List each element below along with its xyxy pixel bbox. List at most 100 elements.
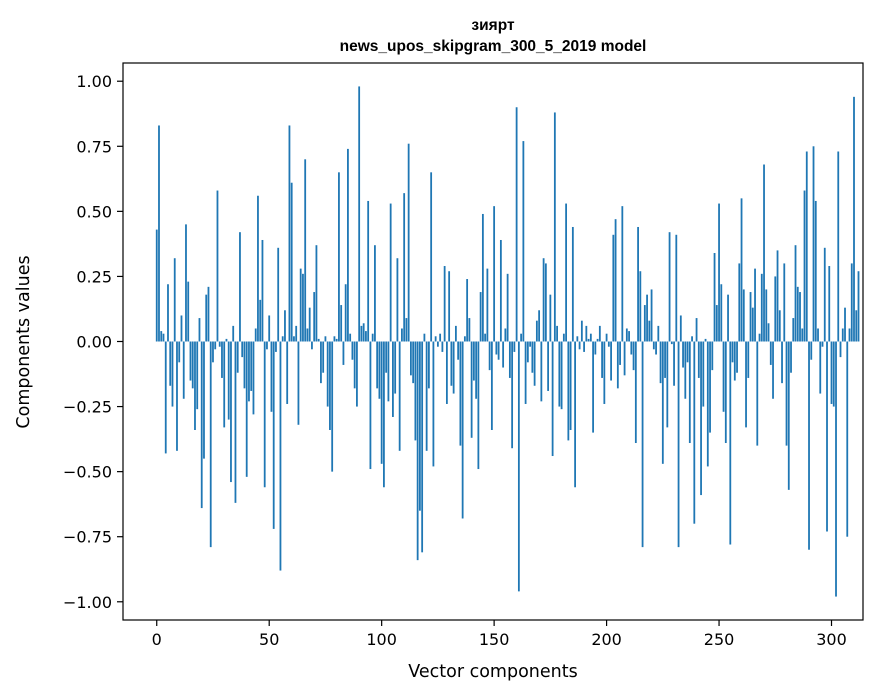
bar-component-75 bbox=[324, 336, 327, 342]
bar-component-301 bbox=[832, 341, 835, 407]
bar-component-310 bbox=[853, 96, 855, 342]
bar-component-266 bbox=[754, 268, 756, 342]
bar-component-287 bbox=[801, 328, 804, 342]
bar-component-277 bbox=[778, 310, 781, 342]
bar-component-247 bbox=[711, 341, 714, 371]
bar-component-214 bbox=[637, 226, 639, 342]
bar-component-41 bbox=[248, 341, 250, 402]
bar-component-279 bbox=[783, 263, 786, 342]
bar-component-93 bbox=[365, 331, 367, 342]
bar-component-222 bbox=[655, 341, 657, 355]
bar-component-275 bbox=[774, 276, 777, 342]
bar-component-234 bbox=[682, 341, 684, 368]
bar-component-289 bbox=[805, 151, 808, 342]
bar-component-72 bbox=[317, 338, 320, 342]
bar-component-97 bbox=[374, 245, 376, 342]
bar-component-181 bbox=[562, 333, 565, 342]
bar-component-263 bbox=[747, 341, 750, 378]
bar-component-70 bbox=[313, 292, 316, 342]
bar-component-303 bbox=[837, 151, 840, 342]
bar-component-236 bbox=[686, 341, 689, 363]
bar-component-98 bbox=[376, 341, 379, 389]
bar-component-198 bbox=[601, 341, 603, 378]
bar-component-170 bbox=[538, 310, 541, 342]
bar-component-140 bbox=[470, 341, 473, 438]
bar-component-0 bbox=[155, 229, 158, 342]
bar-component-167 bbox=[531, 341, 534, 373]
y-tick-label: −0.25 bbox=[63, 398, 112, 417]
bar-component-175 bbox=[549, 294, 552, 342]
bar-component-112 bbox=[407, 143, 410, 342]
bar-component-121 bbox=[428, 341, 430, 389]
bar-component-123 bbox=[432, 341, 435, 467]
bar-component-288 bbox=[803, 190, 806, 342]
bar-component-68 bbox=[308, 307, 311, 342]
bar-component-142 bbox=[475, 341, 478, 399]
bar-component-29 bbox=[221, 341, 223, 378]
bar-component-150 bbox=[493, 206, 496, 342]
bar-component-157 bbox=[508, 341, 511, 378]
bar-component-109 bbox=[401, 328, 403, 342]
bar-component-190 bbox=[583, 341, 585, 352]
bar-component-229 bbox=[670, 341, 673, 345]
bar-component-203 bbox=[612, 234, 615, 342]
bar-component-254 bbox=[727, 294, 729, 342]
bar-component-1 bbox=[158, 125, 160, 342]
bar-component-246 bbox=[709, 341, 711, 433]
bar-component-104 bbox=[389, 203, 392, 342]
bar-component-30 bbox=[223, 341, 226, 428]
bar-component-15 bbox=[189, 341, 192, 381]
bar-component-105 bbox=[392, 341, 394, 417]
bar-component-282 bbox=[790, 341, 792, 373]
bar-component-264 bbox=[749, 292, 752, 342]
bar-component-224 bbox=[659, 341, 662, 384]
bar-component-17 bbox=[194, 341, 196, 430]
bar-component-284 bbox=[794, 245, 797, 342]
bar-component-176 bbox=[551, 341, 554, 457]
bar-component-169 bbox=[535, 320, 538, 342]
bar-component-130 bbox=[448, 271, 451, 342]
bar-component-216 bbox=[641, 341, 644, 548]
bar-component-126 bbox=[439, 333, 442, 342]
plot-frame bbox=[122, 62, 864, 621]
bar-component-226 bbox=[664, 341, 666, 378]
bar-component-26 bbox=[214, 341, 217, 350]
bar-component-199 bbox=[603, 341, 606, 404]
bar-component-194 bbox=[592, 341, 594, 433]
bar-component-192 bbox=[587, 338, 590, 342]
bar-component-274 bbox=[772, 341, 774, 399]
bar-component-179 bbox=[558, 341, 561, 407]
bar-component-207 bbox=[621, 206, 624, 342]
bar-component-232 bbox=[677, 341, 680, 548]
y-tick-label: −1.00 bbox=[63, 593, 112, 612]
bar-component-35 bbox=[234, 341, 237, 503]
bar-component-154 bbox=[502, 341, 505, 368]
bar-component-31 bbox=[225, 338, 228, 342]
bar-component-252 bbox=[722, 341, 725, 412]
chart-title: зиярт bbox=[471, 17, 515, 34]
bar-component-217 bbox=[643, 305, 646, 342]
bar-component-271 bbox=[765, 289, 768, 342]
bar-component-27 bbox=[216, 190, 219, 342]
bar-component-24 bbox=[209, 341, 212, 548]
bar-component-251 bbox=[720, 284, 723, 342]
bar-component-209 bbox=[625, 328, 628, 342]
bar-component-64 bbox=[299, 268, 302, 342]
bar-component-129 bbox=[445, 341, 448, 404]
bar-component-94 bbox=[367, 200, 370, 342]
bar-component-174 bbox=[547, 341, 550, 391]
bar-component-242 bbox=[700, 341, 702, 496]
bar-component-260 bbox=[740, 198, 743, 342]
x-tick-label: 200 bbox=[591, 630, 622, 649]
bar-component-248 bbox=[713, 253, 716, 342]
bar-component-46 bbox=[259, 299, 262, 342]
bar-component-25 bbox=[212, 341, 214, 363]
x-tick-label: 250 bbox=[704, 630, 735, 649]
bar-component-306 bbox=[844, 307, 846, 342]
x-tick-label: 300 bbox=[816, 630, 847, 649]
bar-component-74 bbox=[322, 341, 325, 373]
bar-component-273 bbox=[769, 341, 772, 365]
bar-component-119 bbox=[423, 333, 426, 342]
bar-component-225 bbox=[661, 341, 664, 464]
bar-component-28 bbox=[218, 341, 221, 347]
